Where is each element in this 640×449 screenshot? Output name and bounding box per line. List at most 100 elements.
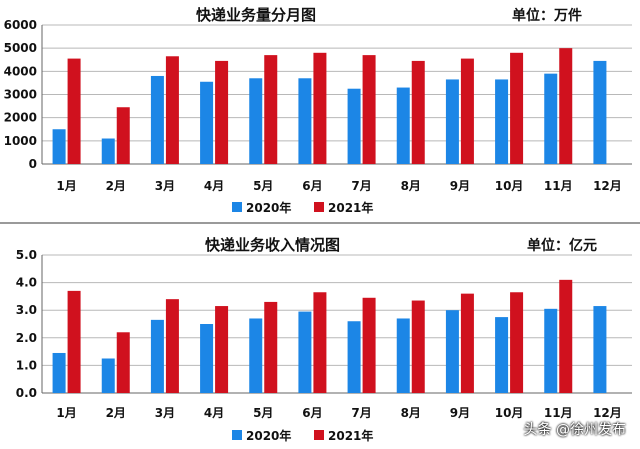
y-tick-label: 5.0 bbox=[16, 248, 37, 262]
legend-swatch bbox=[232, 202, 242, 212]
bar-2021 bbox=[264, 301, 278, 393]
bar-2020 bbox=[200, 81, 214, 164]
bar-2020 bbox=[52, 129, 66, 164]
bar-2021 bbox=[510, 292, 524, 393]
bar-2021 bbox=[264, 55, 278, 164]
bar-2021 bbox=[67, 58, 81, 164]
bar-2021 bbox=[313, 292, 327, 393]
bar-2021 bbox=[460, 293, 474, 393]
x-category-label: 6月 bbox=[302, 406, 322, 420]
bar-2020 bbox=[396, 87, 410, 164]
y-tick-label: 1000 bbox=[4, 134, 37, 148]
bar-2020 bbox=[544, 308, 558, 393]
bar-2021 bbox=[460, 58, 474, 164]
x-category-label: 12月 bbox=[593, 179, 622, 193]
bar-2020 bbox=[200, 324, 214, 393]
x-category-label: 9月 bbox=[450, 179, 470, 193]
unit-label: 单位：亿元 bbox=[527, 238, 597, 254]
bar-2020 bbox=[249, 318, 263, 393]
bar-2021 bbox=[559, 279, 573, 393]
chart-title: 快递业务收入情况图 bbox=[205, 236, 341, 254]
bar-2021 bbox=[411, 300, 425, 393]
legend-label: 2021年 bbox=[328, 428, 373, 443]
bar-2020 bbox=[101, 358, 115, 393]
bar-2020 bbox=[593, 306, 607, 393]
chart-svg: 0.0 1.0 2.0 3.0 4.0 5.0 1月 2月 3月 4月 5月 6月 7月 8月 9月 10月 1… bbox=[16, 248, 632, 443]
x-category-label: 6月 bbox=[302, 179, 322, 193]
legend-label: 2020年 bbox=[246, 428, 291, 443]
bar-2021 bbox=[116, 332, 130, 393]
bar-2020 bbox=[52, 352, 66, 393]
bar-2020 bbox=[544, 73, 558, 164]
x-category-label: 12月 bbox=[593, 406, 622, 420]
y-tick-label: 6000 bbox=[4, 18, 37, 32]
y-tick-label: 0.0 bbox=[16, 386, 37, 400]
x-category-label: 1月 bbox=[56, 179, 76, 193]
legend-label: 2021年 bbox=[328, 200, 373, 215]
bar-2021 bbox=[215, 306, 229, 393]
bar-2020 bbox=[298, 78, 312, 164]
x-category-label: 2月 bbox=[106, 179, 126, 193]
legend-swatch bbox=[314, 430, 324, 440]
bar-2021 bbox=[165, 56, 179, 164]
x-category-label: 3月 bbox=[155, 406, 175, 420]
y-tick-label: 3000 bbox=[4, 88, 37, 102]
bar-2020 bbox=[593, 60, 607, 164]
x-category-label: 10月 bbox=[495, 179, 524, 193]
bar-2020 bbox=[150, 75, 164, 164]
bar-2020 bbox=[249, 78, 263, 164]
x-category-label: 5月 bbox=[253, 406, 273, 420]
bar-2021 bbox=[67, 290, 81, 393]
x-category-label: 2月 bbox=[106, 406, 126, 420]
panel-separator bbox=[0, 222, 640, 224]
x-category-label: 3月 bbox=[155, 179, 175, 193]
legend-label: 2020年 bbox=[246, 200, 291, 215]
bar-2020 bbox=[347, 88, 361, 164]
bar-2020 bbox=[150, 319, 164, 393]
bar-2021 bbox=[313, 52, 327, 164]
bar-2020 bbox=[445, 79, 459, 164]
bar-2020 bbox=[396, 318, 410, 393]
unit-label: 单位：万件 bbox=[512, 8, 582, 24]
bar-2020 bbox=[495, 317, 509, 393]
bar-2021 bbox=[165, 299, 179, 393]
bar-2020 bbox=[495, 79, 509, 164]
x-category-label: 7月 bbox=[351, 406, 371, 420]
bar-2021 bbox=[411, 60, 425, 164]
legend-swatch bbox=[232, 430, 242, 440]
bar-2021 bbox=[116, 107, 130, 164]
x-category-label: 1月 bbox=[56, 406, 76, 420]
x-category-label: 10月 bbox=[495, 406, 524, 420]
x-category-label: 4月 bbox=[204, 179, 224, 193]
y-tick-label: 5000 bbox=[4, 41, 37, 55]
y-tick-label: 2.0 bbox=[16, 331, 37, 345]
x-category-label: 8月 bbox=[401, 179, 421, 193]
x-category-label: 11月 bbox=[544, 179, 573, 193]
legend-swatch bbox=[314, 202, 324, 212]
x-category-label: 4月 bbox=[204, 406, 224, 420]
y-tick-label: 4.0 bbox=[16, 276, 37, 290]
bar-2021 bbox=[559, 48, 573, 164]
y-tick-label: 0 bbox=[29, 157, 37, 171]
bar-2020 bbox=[298, 311, 312, 393]
bar-2021 bbox=[215, 60, 229, 164]
bar-2020 bbox=[101, 138, 115, 164]
y-tick-label: 4000 bbox=[4, 64, 37, 78]
x-category-label: 9月 bbox=[450, 406, 470, 420]
chart-volume: 快递业务量分月图 单位：万件 0 1000 2000 3000 4000 5000 6000… bbox=[0, 0, 640, 220]
x-category-label: 7月 bbox=[351, 179, 371, 193]
bar-2021 bbox=[362, 297, 376, 393]
watermark: 头条 @徐州发布 bbox=[523, 422, 626, 438]
chart-title: 快递业务量分月图 bbox=[196, 6, 317, 24]
bar-2021 bbox=[362, 55, 376, 164]
bar-2020 bbox=[445, 310, 459, 393]
y-tick-label: 1.0 bbox=[16, 358, 37, 372]
bar-2021 bbox=[510, 52, 524, 164]
x-category-label: 11月 bbox=[544, 406, 573, 420]
y-tick-label: 3.0 bbox=[16, 303, 37, 317]
chart-revenue: 快递业务收入情况图 单位：亿元 0.0 1.0 2.0 3.0 4.0 5.0 1月 2月 3月… bbox=[0, 226, 640, 449]
y-tick-label: 2000 bbox=[4, 111, 37, 125]
x-category-label: 5月 bbox=[253, 179, 273, 193]
x-category-label: 8月 bbox=[401, 406, 421, 420]
chart-svg: 0 1000 2000 3000 4000 5000 6000 1月 2月 3月 4月 5月 6月 7月 8… bbox=[4, 18, 632, 215]
